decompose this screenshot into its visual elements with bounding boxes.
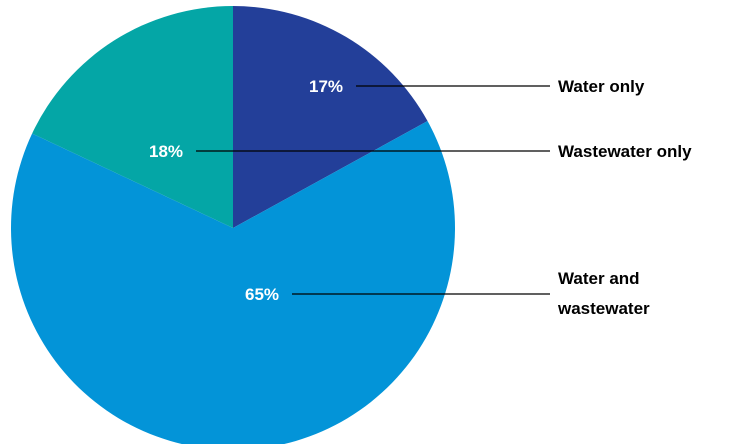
legend-label: Water and [558, 269, 640, 288]
percentage-labels: 17% 65% 18% [149, 77, 343, 304]
pie-slice [32, 6, 234, 228]
leader-lines [196, 85, 550, 295]
percentage-label: 17% [309, 77, 343, 96]
slice-legend: Water only Water and wastewater Wastewater … [557, 77, 692, 318]
percentage-label: 18% [149, 142, 183, 161]
legend-label: wastewater [557, 299, 650, 318]
pie-slices [11, 6, 455, 444]
legend-label: Wastewater only [558, 142, 692, 161]
legend-label: Water only [558, 77, 645, 96]
pie-slice [233, 6, 428, 228]
pie-slice [11, 121, 455, 444]
percentage-label: 65% [245, 285, 279, 304]
